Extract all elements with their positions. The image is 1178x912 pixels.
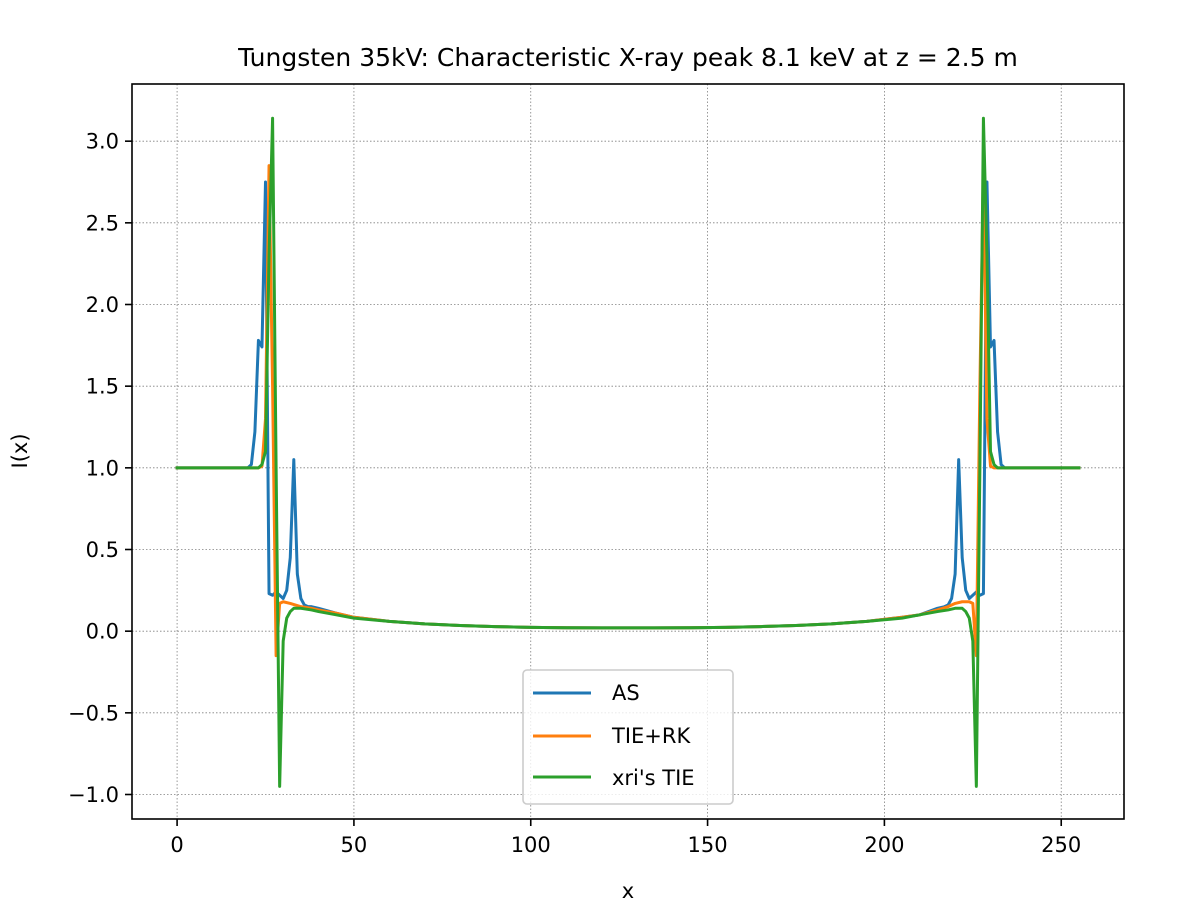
y-tick-label: −1.0: [68, 783, 119, 807]
y-tick-label: 2.5: [86, 211, 119, 235]
x-tick-label: 50: [341, 833, 368, 857]
axis-ticks: 0 50 100 150 200 250 −1.0 −0.5 0.0 0.5 1.0 1.5 2.0 2.…: [68, 130, 1081, 857]
series-line-xri-s-tie: [175, 116, 1081, 788]
x-axis-label: x: [622, 879, 634, 903]
x-tick-label: 100: [511, 833, 551, 857]
legend-label-as: AS: [612, 681, 640, 705]
axes-frame: [131, 83, 1125, 820]
legend-label-xri-tie: xri's TIE: [612, 766, 695, 790]
chart-title: Tungsten 35kV: Characteristic X-ray peak…: [237, 43, 1018, 72]
y-tick-label: 3.0: [86, 130, 119, 154]
plot-area: [175, 116, 1081, 788]
y-tick-label: 2.0: [86, 293, 119, 317]
x-tick-label: 150: [688, 833, 728, 857]
y-tick-label: 0.5: [86, 538, 119, 562]
legend: AS TIE+RK xri's TIE: [522, 669, 734, 805]
y-tick-label: 1.5: [86, 375, 119, 399]
y-tick-label: 0.0: [86, 620, 119, 644]
x-tick-label: 0: [170, 833, 183, 857]
y-tick-label: 1.0: [86, 456, 119, 480]
x-tick-label: 200: [864, 833, 904, 857]
legend-box: [522, 669, 734, 805]
y-tick-label: −0.5: [68, 701, 119, 725]
x-tick-label: 250: [1041, 833, 1081, 857]
y-axis-label: I(x): [8, 433, 32, 468]
legend-label-tie-rk: TIE+RK: [611, 724, 691, 748]
